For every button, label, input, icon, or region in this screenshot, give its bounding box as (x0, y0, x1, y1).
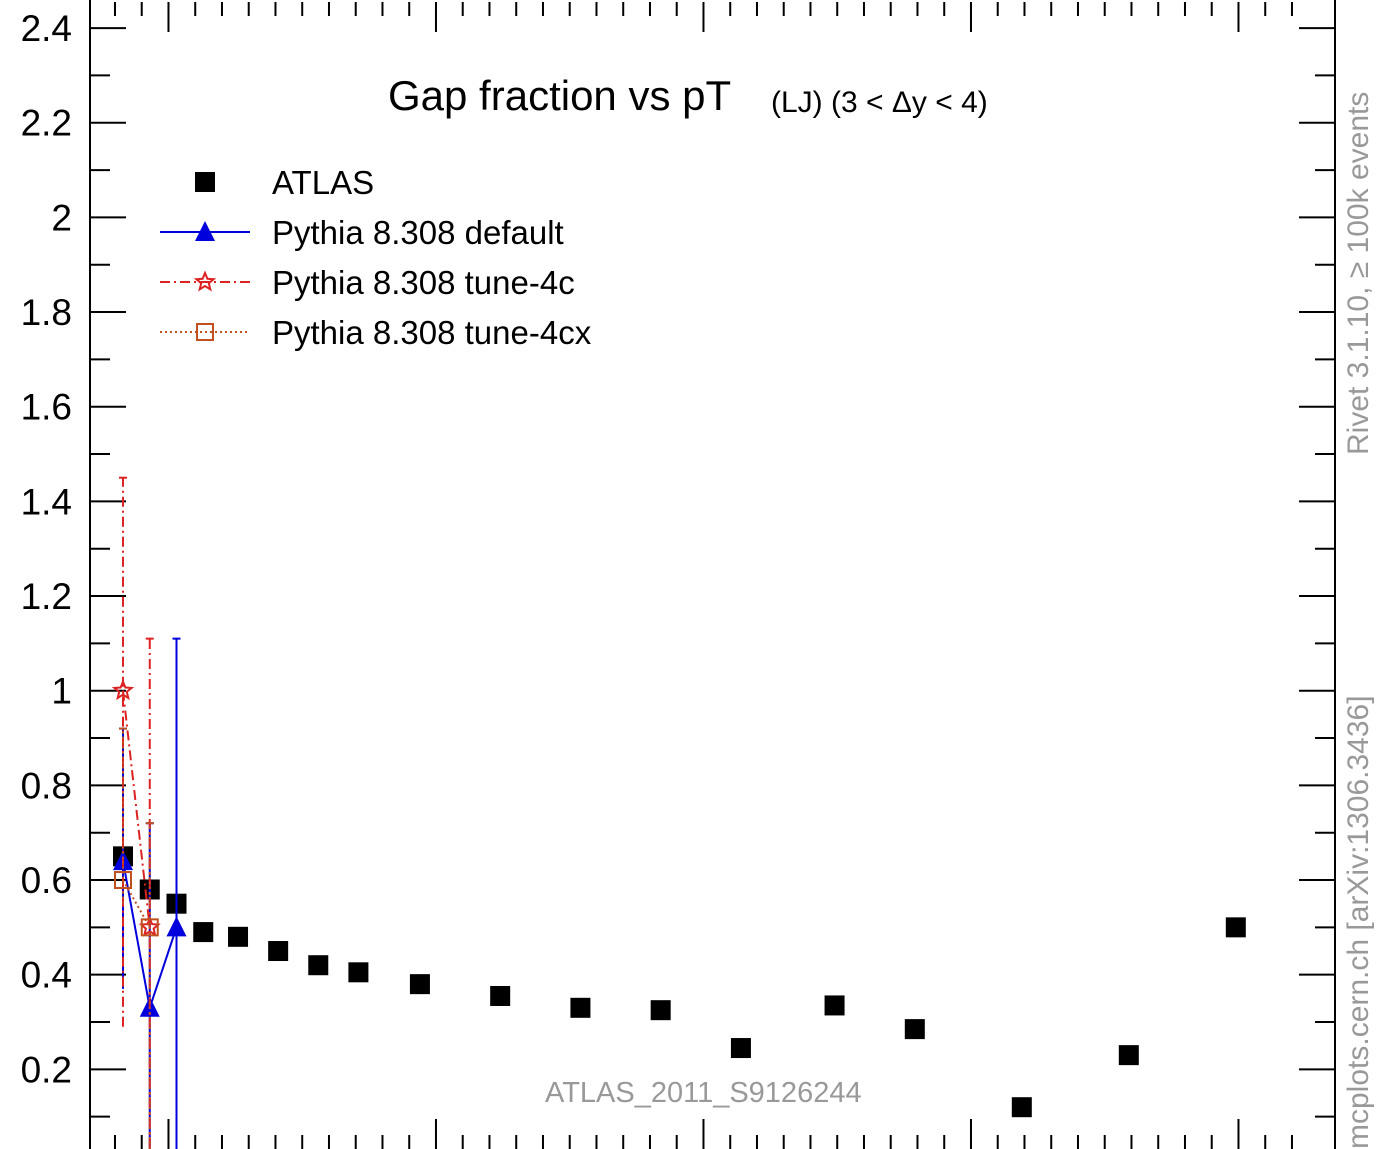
y-tick-label: 0.2 (21, 1049, 72, 1090)
data-point (348, 962, 369, 983)
legend-marker (195, 221, 215, 241)
y-tick-label: 1.4 (21, 481, 72, 522)
data-point (138, 915, 161, 937)
data-point (140, 918, 159, 937)
legend: ATLAS Pythia 8.308 default Pythia 8.308 tu… (160, 164, 592, 351)
title-sub: (LJ) (3 < Δy < 4) (771, 86, 988, 119)
y-axis-tick-labels: 0.2 0.4 0.6 0.8 1 1.2 1.4 1.6 1.8 2 2.2 2.4 (21, 8, 72, 1090)
y-tick-label: 1 (51, 671, 72, 712)
data-point (228, 926, 249, 947)
data-series (111, 476, 1246, 1149)
data-point (730, 1038, 751, 1059)
data-point (111, 679, 135, 701)
data-point (268, 941, 289, 962)
chart-title: Gap fraction vs pT (LJ) (3 < Δy < 4) (388, 72, 988, 119)
data-point (1225, 917, 1246, 938)
data-point (1011, 1097, 1032, 1118)
data-point (490, 985, 511, 1006)
data-point (1118, 1045, 1139, 1066)
y-tick-label: 2.4 (21, 8, 72, 49)
data-point (308, 955, 329, 976)
side-label-rivet: Rivet 3.1.10, ≥ 100k events (1342, 92, 1375, 455)
data-point (409, 974, 430, 995)
legend-marker (195, 172, 215, 192)
side-label-mcplots: mcplots.cern.ch [arXiv:1306.3436] (1342, 695, 1375, 1149)
legend-label: Pythia 8.308 default (272, 214, 564, 251)
data-point (824, 995, 845, 1016)
y-tick-label: 0.8 (21, 765, 72, 806)
data-point (193, 922, 214, 943)
data-point (114, 871, 132, 890)
y-tick-label: 0.6 (21, 860, 72, 901)
data-point (650, 1000, 671, 1021)
series-2 (111, 476, 161, 1149)
series-3 (114, 727, 159, 1149)
y-tick-label: 1.6 (21, 387, 72, 428)
legend-marker (193, 270, 217, 292)
title-main: Gap fraction vs pT (388, 72, 731, 119)
legend-label: Pythia 8.308 tune-4c (272, 264, 575, 301)
data-point (166, 916, 187, 937)
series-line (122, 690, 151, 928)
y-tick-label: 2.2 (21, 103, 72, 144)
y-tick-label: 2 (51, 197, 72, 238)
watermark-label: ATLAS_2011_S9126244 (545, 1077, 862, 1109)
x-axis-ticks (113, 2, 1293, 1149)
y-tick-label: 0.4 (21, 955, 72, 996)
data-point (570, 997, 591, 1018)
plot-frame (89, 0, 1336, 1149)
legend-label: ATLAS (272, 164, 374, 201)
legend-label: Pythia 8.308 tune-4cx (272, 314, 592, 351)
y-axis-ticks (90, 27, 1335, 1118)
data-point (904, 1019, 925, 1040)
y-tick-label: 1.2 (21, 576, 72, 617)
legend-marker (196, 323, 214, 341)
y-tick-label: 1.8 (21, 292, 72, 333)
